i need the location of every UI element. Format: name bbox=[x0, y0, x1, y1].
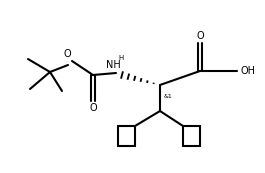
Text: H: H bbox=[118, 55, 124, 61]
Text: O: O bbox=[89, 103, 97, 113]
Text: O: O bbox=[63, 49, 71, 59]
Text: OH: OH bbox=[241, 66, 255, 76]
Text: O: O bbox=[196, 31, 204, 41]
Text: &1: &1 bbox=[164, 94, 173, 99]
Text: NH: NH bbox=[106, 60, 120, 70]
